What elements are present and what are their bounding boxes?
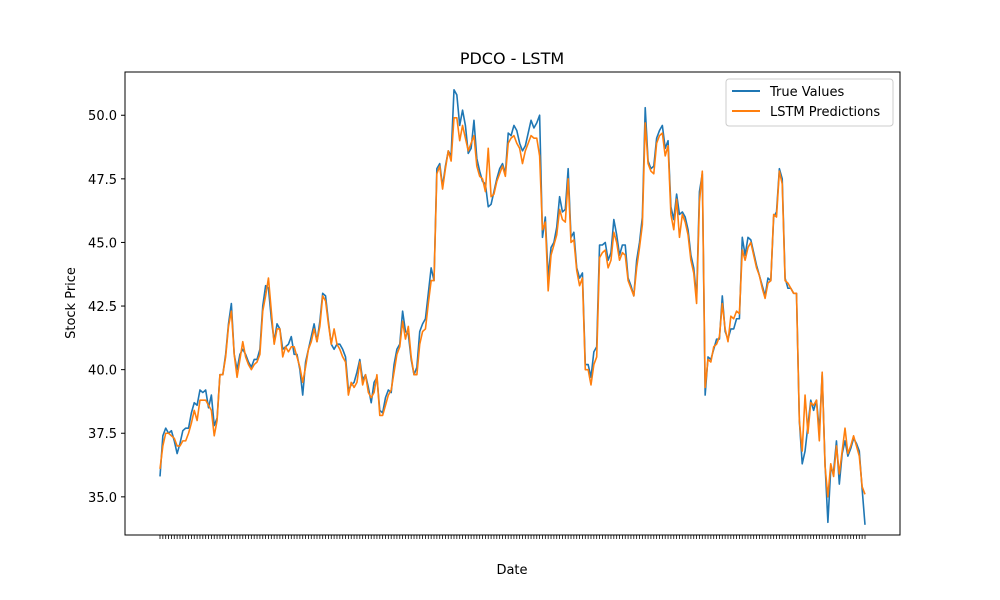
legend-label-true-values: True Values bbox=[769, 85, 844, 100]
y-axis-label: Stock Price bbox=[64, 267, 79, 339]
series-lines bbox=[159, 89, 866, 525]
y-tick-label: 50.0 bbox=[88, 109, 117, 124]
legend-label-lstm-predictions: LSTM Predictions bbox=[770, 105, 880, 120]
chart-title: PDCO - LSTM bbox=[460, 49, 564, 68]
plot-area: 35.0 37.5 40.0 42.5 45.0 47.5 50.0 bbox=[88, 71, 901, 539]
series-line-true-values bbox=[159, 89, 866, 525]
plot-frame bbox=[124, 71, 901, 536]
x-axis-label: Date bbox=[496, 563, 527, 578]
y-tick-label: 42.5 bbox=[88, 300, 117, 315]
plot-background bbox=[125, 72, 900, 535]
x-axis-ticks bbox=[159, 535, 866, 539]
y-tick-label: 45.0 bbox=[88, 236, 117, 251]
y-tick-label: 35.0 bbox=[88, 491, 117, 506]
y-tick-label: 40.0 bbox=[88, 364, 117, 379]
legend: True Values LSTM Predictions bbox=[725, 78, 894, 127]
y-axis-ticks: 35.0 37.5 40.0 42.5 45.0 47.5 50.0 bbox=[88, 109, 125, 506]
series-line-lstm-predictions bbox=[159, 116, 866, 498]
y-tick-label: 47.5 bbox=[88, 173, 117, 188]
y-tick-label: 37.5 bbox=[88, 427, 117, 442]
legend-box bbox=[725, 78, 894, 127]
